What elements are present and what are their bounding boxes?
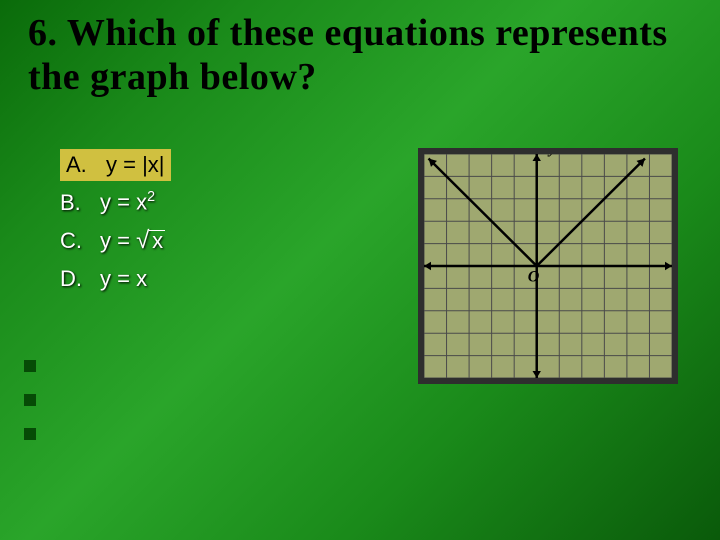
slide-bullets bbox=[24, 360, 36, 462]
svg-text:O: O bbox=[528, 269, 540, 286]
svg-text:y: y bbox=[547, 154, 557, 157]
bullet-icon bbox=[24, 360, 36, 372]
graph-svg: xyO bbox=[424, 154, 672, 378]
graph-panel: xyO bbox=[418, 148, 678, 384]
option-letter: D. bbox=[60, 264, 100, 295]
option-a: A. y = |x| bbox=[60, 150, 171, 180]
option-c: C. y = x bbox=[60, 226, 171, 256]
eq-prefix: y = bbox=[100, 228, 136, 253]
bullet-icon bbox=[24, 394, 36, 406]
sqrt-arg: x bbox=[152, 228, 163, 253]
option-letter: C. bbox=[60, 226, 100, 257]
option-b: B. y = x2 bbox=[60, 188, 171, 218]
bullet-icon bbox=[24, 428, 36, 440]
option-equation: y = x bbox=[100, 226, 163, 257]
eq-sup: 2 bbox=[147, 189, 155, 205]
sqrt-icon: x bbox=[136, 226, 163, 257]
option-d: D. y = x bbox=[60, 264, 171, 294]
option-letter: A. bbox=[60, 149, 100, 182]
option-equation: y = |x| bbox=[100, 149, 171, 182]
option-equation: y = x bbox=[100, 264, 147, 295]
eq-prefix: y = x bbox=[100, 190, 147, 215]
question-title: 6. Which of these equations represents t… bbox=[28, 12, 692, 99]
option-equation: y = x2 bbox=[100, 187, 155, 218]
options-column: A. y = |x| B. y = x2 C. y = x D. y = x bbox=[60, 150, 171, 302]
option-letter: B. bbox=[60, 188, 100, 219]
